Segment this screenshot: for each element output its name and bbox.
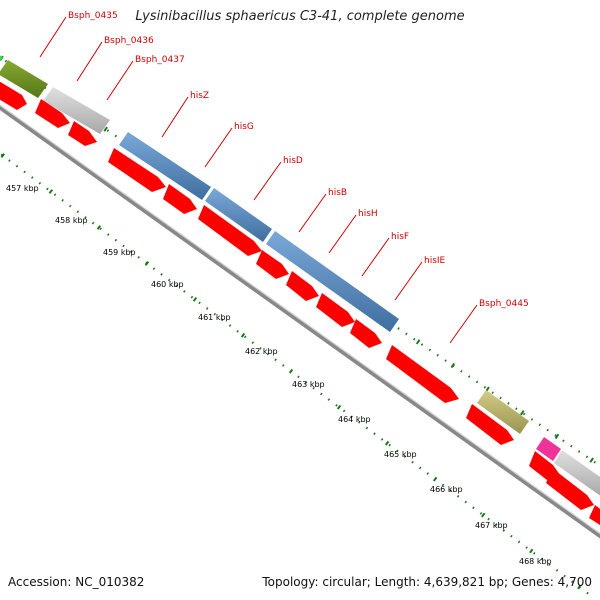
leader-lines [39, 16, 478, 344]
gene-label-hisIE[interactable]: hisIE [424, 256, 446, 266]
cds-arrow-next-3[interactable] [546, 468, 594, 510]
genome-summary: Topology: circular; Length: 4,639,821 bp… [262, 575, 592, 589]
leader-hisH [328, 214, 357, 254]
kbp-label-468: 468 kbp [519, 557, 552, 566]
leader-hisZ [161, 96, 189, 138]
cog-bar-gray[interactable] [43, 87, 110, 134]
gene-labels: Bsph_0435 Bsph_0436 Bsph_0437 hisZ hisG … [68, 11, 529, 309]
kbp-label-459: 459 kbp [103, 248, 136, 257]
cds-arrow-hisIE[interactable] [350, 319, 382, 348]
gene-label-hisZ[interactable]: hisZ [190, 91, 209, 101]
accession-text: Accession: NC_010382 [8, 575, 145, 589]
leader-hisD [253, 161, 282, 201]
leader-bsph0436 [76, 41, 103, 82]
backbone-line [0, 105, 600, 539]
gene-label-hisB[interactable]: hisB [328, 188, 347, 198]
kbp-labels: 457 kbp 458 kbp 459 kbp 460 kbp 461 kbp … [6, 184, 552, 566]
leader-hisB [298, 193, 327, 233]
cog-bar-blue-hisD[interactable] [205, 188, 272, 242]
leader-hisIE [394, 261, 423, 301]
cog-bar-blue-hisB-hisIE[interactable] [266, 231, 399, 332]
cds-arrow-bsph0437[interactable] [68, 121, 97, 146]
cog-bar-pink[interactable] [536, 437, 561, 461]
gene-label-bsph0435[interactable]: Bsph_0435 [68, 11, 118, 21]
leader-bsph0435 [39, 16, 67, 58]
cds-arrow-hisZ[interactable] [108, 148, 166, 192]
kbp-label-460: 460 kbp [151, 280, 184, 289]
cds-arrow-hisG[interactable] [163, 184, 197, 214]
kbp-label-465: 465 kbp [384, 450, 417, 459]
map-title: Lysinibacillus sphaericus C3-41, complet… [135, 9, 465, 24]
kbp-label-467: 467 kbp [475, 521, 508, 530]
cds-arrow-bsph0436[interactable] [35, 99, 70, 128]
leader-bsph0445 [449, 304, 478, 344]
cog-bar-khaki[interactable] [477, 390, 529, 434]
leader-hisG [204, 127, 233, 168]
gene-label-hisF[interactable]: hisF [391, 232, 409, 242]
cds-arrow-next-4[interactable] [589, 505, 600, 530]
cds-arrow-hisD[interactable] [198, 205, 262, 256]
cds-arrow-hisB[interactable] [256, 250, 289, 279]
kbp-label-466: 466 kbp [430, 485, 463, 494]
cds-arrow-bsph0435[interactable] [0, 80, 27, 110]
cds-arrow-hisH[interactable] [286, 271, 319, 301]
leader-hisF [361, 237, 390, 277]
kbp-label-463: 463 kbp [292, 380, 325, 389]
cog-bar-blue-hisZ-hisG[interactable] [119, 132, 211, 200]
backbone [0, 104, 600, 539]
cds-arrow-next-1[interactable] [466, 404, 514, 445]
gene-label-hisH[interactable]: hisH [358, 209, 378, 219]
cog-bar-green[interactable] [0, 52, 3, 70]
kbp-label-457: 457 kbp [6, 184, 39, 193]
cds-arrow-hisF[interactable] [316, 293, 355, 327]
gene-label-hisD[interactable]: hisD [283, 156, 303, 166]
backbone-highlight [0, 104, 600, 535]
kbp-label-461: 461 kbp [198, 313, 231, 322]
kbp-label-464: 464 kbp [338, 415, 371, 424]
gene-label-bsph0437[interactable]: Bsph_0437 [135, 55, 185, 65]
gene-label-bsph0445[interactable]: Bsph_0445 [479, 299, 529, 309]
kbp-label-458: 458 kbp [55, 216, 88, 225]
cds-track [0, 80, 600, 530]
kbp-label-462: 462 kbp [245, 347, 278, 356]
cog-bar-gray-right[interactable] [554, 450, 600, 497]
cog-track [0, 52, 600, 497]
cds-arrow-bsph0445[interactable] [386, 345, 459, 403]
cog-bar-olive[interactable] [0, 60, 48, 98]
gene-label-bsph0436[interactable]: Bsph_0436 [104, 36, 154, 46]
gene-label-hisG[interactable]: hisG [234, 122, 254, 132]
leader-bsph0437 [106, 60, 134, 101]
